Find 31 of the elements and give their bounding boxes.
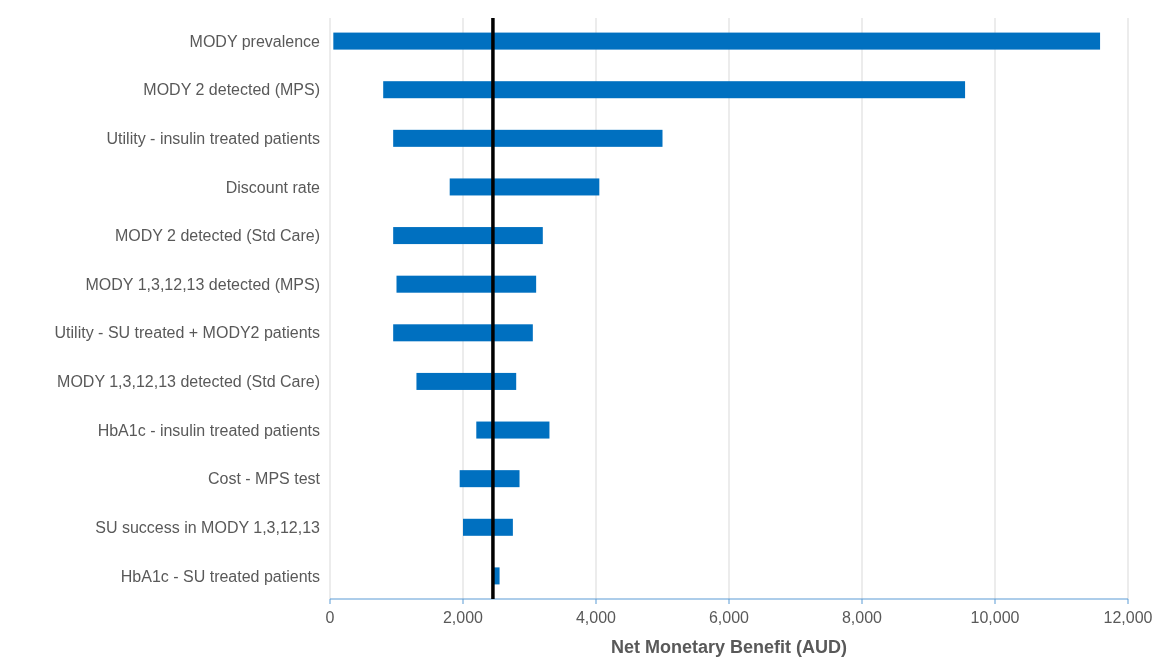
y-tick-label: SU success in MODY 1,3,12,13 — [95, 518, 321, 536]
y-tick-label: HbA1c - SU treated patients — [120, 567, 320, 585]
bar — [393, 227, 543, 245]
x-tick-label: 4,000 — [575, 609, 617, 626]
bar — [396, 275, 537, 293]
bar — [393, 129, 663, 147]
x-axis-title: Net Monetary Benefit (AUD) — [610, 637, 848, 657]
x-tick-label: 0 — [325, 609, 335, 626]
y-tick-label: MODY 1,3,12,13 detected (Std Care) — [57, 373, 320, 391]
bar — [383, 81, 966, 99]
x-tick-label: 10,000 — [970, 609, 1020, 626]
x-tick-label: 8,000 — [841, 609, 883, 626]
y-tick-label: Utility - SU treated + MODY2 patients — [54, 324, 320, 342]
bar — [333, 32, 1101, 50]
bar — [459, 470, 520, 488]
y-tick-label: MODY prevalence — [189, 32, 321, 50]
y-tick-label: Utility - insulin treated patients — [106, 129, 320, 147]
bar — [393, 324, 533, 342]
x-tick-label: 12,000 — [1103, 609, 1153, 626]
y-tick-label: Cost - MPS test — [207, 470, 321, 488]
bar — [416, 372, 517, 390]
bar — [463, 518, 513, 536]
y-tick-label: MODY 1,3,12,13 detected (MPS) — [85, 275, 320, 293]
y-tick-label: HbA1c - insulin treated patients — [97, 421, 320, 439]
y-tick-label: MODY 2 detected (Std Care) — [114, 227, 320, 245]
y-tick-label: MODY 2 detected (MPS) — [143, 81, 320, 99]
bar — [476, 421, 550, 439]
x-tick-label: 2,000 — [442, 609, 484, 626]
x-tick-label: 6,000 — [708, 609, 750, 626]
y-tick-label: Discount rate — [225, 178, 321, 196]
bar — [449, 178, 600, 196]
